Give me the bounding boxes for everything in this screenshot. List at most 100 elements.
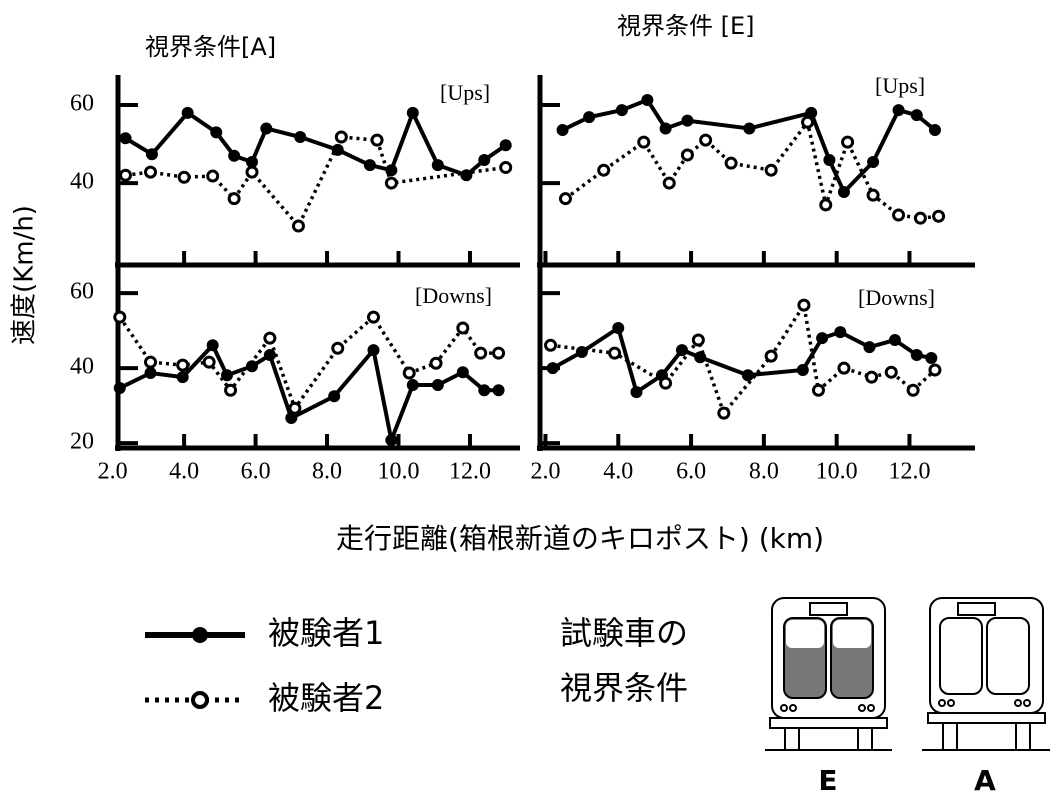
vehicle-label: E xyxy=(818,764,837,797)
x-tick-label: 4.0 xyxy=(603,459,633,485)
marker xyxy=(179,172,189,182)
marker xyxy=(719,408,729,418)
panel-label: [Ups] xyxy=(875,73,925,98)
marker xyxy=(742,369,754,381)
marker xyxy=(766,351,776,361)
panel-title: 視界条件[A] xyxy=(145,33,276,61)
legend-label: 被験者1 xyxy=(268,614,384,652)
marker xyxy=(328,390,340,402)
marker xyxy=(743,122,755,134)
marker xyxy=(478,384,490,396)
marker xyxy=(863,341,875,353)
marker xyxy=(867,156,879,168)
marker xyxy=(560,194,570,204)
marker xyxy=(834,326,846,338)
marker xyxy=(546,340,556,350)
x-tick-label: 12.0 xyxy=(449,459,491,485)
marker xyxy=(457,366,469,378)
legend-label: 被験者2 xyxy=(268,679,384,717)
vehicle-a-icon xyxy=(922,598,1050,750)
marker xyxy=(368,312,378,322)
marker xyxy=(682,150,692,160)
x-tick-label: 10.0 xyxy=(816,459,858,485)
marker xyxy=(210,126,222,138)
marker xyxy=(766,165,776,175)
marker xyxy=(821,200,831,210)
y-axis-label: 速度(Km/h) xyxy=(10,205,40,345)
marker xyxy=(681,115,693,127)
marker xyxy=(500,139,512,151)
marker xyxy=(120,132,132,144)
marker xyxy=(247,167,257,177)
marker xyxy=(407,107,419,119)
marker xyxy=(407,379,419,391)
x-tick-label: 12.0 xyxy=(888,459,930,485)
marker xyxy=(228,150,240,162)
marker xyxy=(693,335,703,345)
marker xyxy=(664,178,674,188)
vehicle-legend-title: 試験車の xyxy=(560,614,688,652)
marker xyxy=(493,384,505,396)
marker xyxy=(925,352,937,364)
x-tick-label: 8.0 xyxy=(312,459,342,485)
marker xyxy=(260,122,272,134)
marker xyxy=(813,385,823,395)
marker xyxy=(208,171,218,181)
marker xyxy=(676,344,688,356)
marker xyxy=(290,403,300,413)
marker xyxy=(145,367,157,379)
marker xyxy=(458,323,468,333)
marker xyxy=(432,379,444,391)
marker xyxy=(333,343,343,353)
page: 速度(Km/h) 走行距離(箱根新道のキロポスト) (km) 試験車の 視界条件… xyxy=(0,0,1053,798)
marker xyxy=(547,362,559,374)
marker xyxy=(934,211,944,221)
marker xyxy=(616,104,628,116)
marker xyxy=(121,170,131,180)
marker xyxy=(177,371,189,383)
panel-label: [Ups] xyxy=(440,80,490,105)
panel-label: [Downs] xyxy=(858,285,935,310)
y-tick-label: 40 xyxy=(70,354,94,380)
marker xyxy=(367,344,379,356)
series-line xyxy=(126,113,506,175)
marker xyxy=(115,312,125,322)
marker xyxy=(799,300,809,310)
marker xyxy=(336,132,346,142)
x-tick-label: 6.0 xyxy=(676,459,706,485)
marker xyxy=(838,186,850,198)
marker xyxy=(204,357,214,367)
marker xyxy=(630,386,642,398)
marker xyxy=(868,190,878,200)
x-tick-label: 6.0 xyxy=(241,459,271,485)
marker xyxy=(364,159,376,171)
marker xyxy=(660,122,672,134)
marker xyxy=(432,159,444,171)
marker xyxy=(641,94,653,106)
marker xyxy=(839,363,849,373)
marker xyxy=(494,348,504,358)
x-tick-label: 4.0 xyxy=(169,459,199,485)
marker xyxy=(911,349,923,361)
marker xyxy=(385,434,397,446)
marker xyxy=(478,154,490,166)
marker xyxy=(867,372,877,382)
x-axis-label: 走行距離(箱根新道のキロポスト) (km) xyxy=(336,522,824,555)
marker xyxy=(501,162,511,172)
marker xyxy=(293,221,303,231)
marker xyxy=(930,365,940,375)
marker xyxy=(816,332,828,344)
x-tick-label: 8.0 xyxy=(749,459,779,485)
marker xyxy=(178,360,188,370)
marker xyxy=(911,109,923,121)
y-tick-label: 20 xyxy=(70,429,94,455)
marker xyxy=(610,348,620,358)
marker xyxy=(843,137,853,147)
marker xyxy=(726,158,736,168)
marker xyxy=(908,385,918,395)
y-tick-label: 40 xyxy=(70,169,94,195)
series-line xyxy=(565,122,938,218)
marker xyxy=(894,210,904,220)
vehicle-legend-title: 視界条件 xyxy=(560,669,688,707)
marker xyxy=(612,322,624,334)
